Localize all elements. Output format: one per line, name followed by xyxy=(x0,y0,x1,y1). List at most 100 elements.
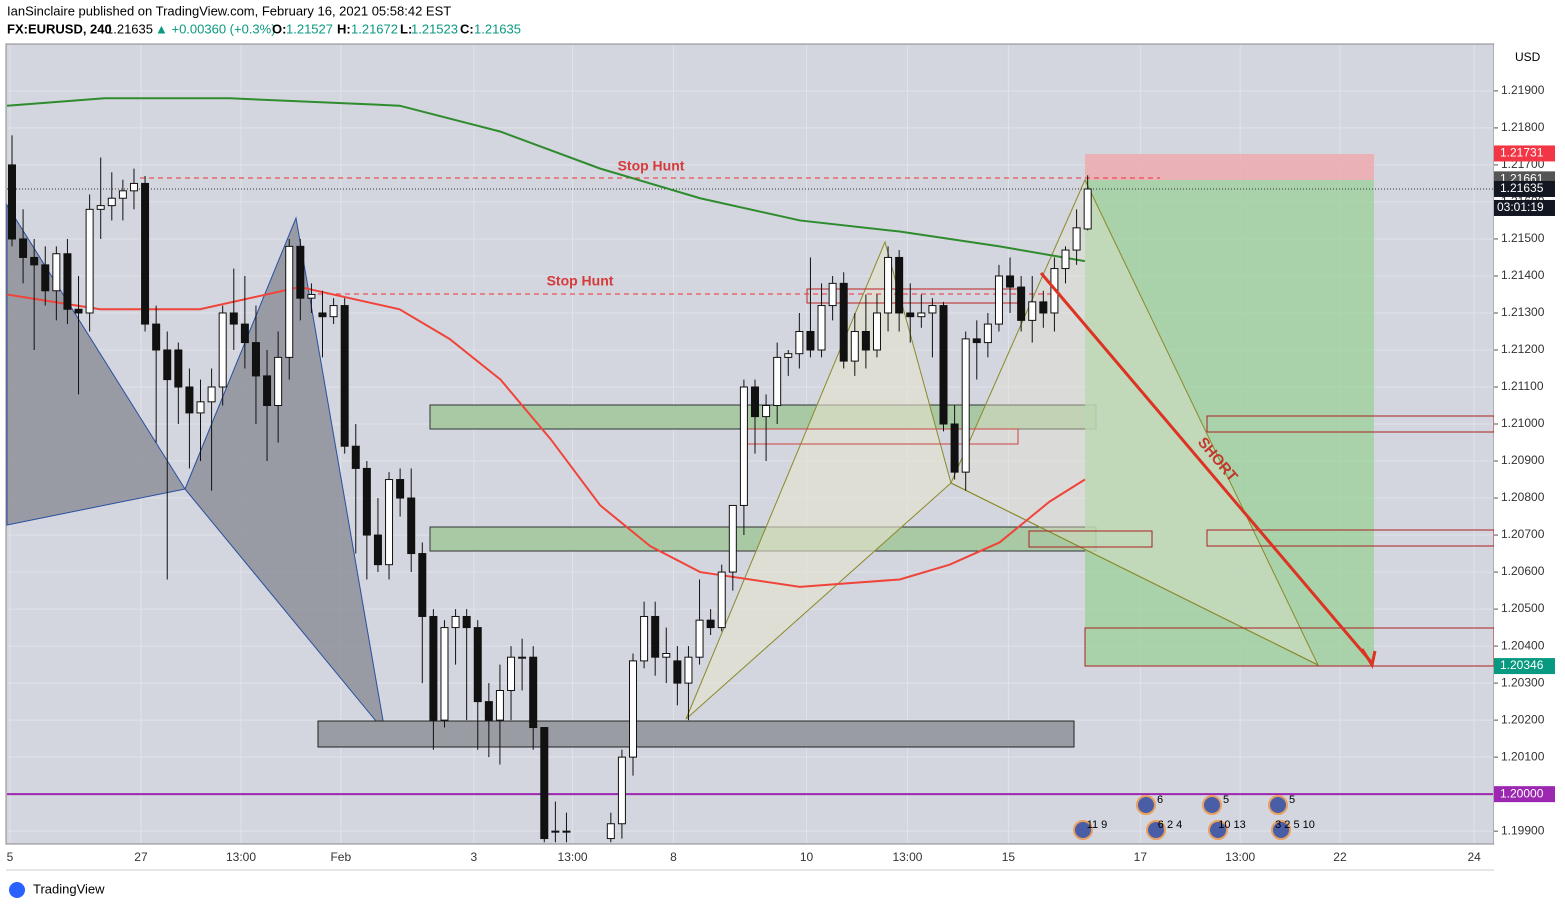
candle-body xyxy=(318,312,327,318)
pattern xyxy=(184,216,386,734)
y-tick-label: 1.20300 xyxy=(1501,675,1545,689)
candle-body xyxy=(617,756,626,825)
drawings xyxy=(6,154,1495,748)
candle-body xyxy=(518,656,527,659)
event-label: 5 xyxy=(1289,794,1295,806)
candle-body xyxy=(152,323,161,351)
candle-body xyxy=(451,615,460,629)
event-icon xyxy=(1268,795,1288,815)
y-tick-label: 1.21900 xyxy=(1501,83,1545,97)
y-tick-label: 1.20400 xyxy=(1501,638,1545,652)
currency: USD xyxy=(1515,50,1541,64)
y-tick-label: 1.19900 xyxy=(1501,823,1545,837)
candle-body xyxy=(950,423,959,473)
candle-body xyxy=(717,571,726,629)
candle-body xyxy=(983,323,992,344)
candle-body xyxy=(96,205,105,210)
candle-body xyxy=(107,197,116,207)
candle-body xyxy=(462,615,471,629)
event-icon xyxy=(1208,820,1228,840)
arrow-head xyxy=(1360,648,1377,669)
candle-body xyxy=(1083,188,1092,230)
x-tick-label: 3 xyxy=(471,850,478,864)
candle-body xyxy=(629,660,638,758)
candle-body xyxy=(728,504,737,573)
l-label: L: xyxy=(400,21,412,36)
event-icon xyxy=(1271,820,1291,840)
pattern-line xyxy=(950,482,1319,666)
candle-body xyxy=(141,182,150,325)
candle-body xyxy=(7,164,16,240)
candle-body xyxy=(52,253,61,292)
event-icon xyxy=(1073,820,1093,840)
y-tick-label: 1.20100 xyxy=(1501,749,1545,763)
candle-body xyxy=(928,305,937,314)
candle-body xyxy=(362,467,371,536)
candle-body xyxy=(129,182,138,192)
candle-body xyxy=(1072,227,1081,251)
candle-body xyxy=(750,386,759,418)
candle-body xyxy=(385,479,394,566)
candle-body xyxy=(351,445,360,469)
candle-body xyxy=(19,238,28,258)
candle-body xyxy=(174,349,183,388)
candle-body xyxy=(396,479,405,499)
candle-body xyxy=(817,305,826,351)
candle-body xyxy=(895,256,904,314)
candle-body xyxy=(274,356,283,407)
candle-body xyxy=(185,386,194,414)
moving-average xyxy=(6,97,1086,263)
candle-body xyxy=(329,305,338,318)
candle-body xyxy=(41,264,50,292)
event-icon xyxy=(1136,795,1156,815)
x-tick-label: 15 xyxy=(1002,850,1016,864)
candle-body xyxy=(961,338,970,473)
candle-body xyxy=(684,656,693,684)
stop-zone xyxy=(1085,154,1374,180)
candle-body xyxy=(662,652,671,658)
candle-body xyxy=(839,282,848,362)
h: 1.21672 xyxy=(351,21,398,36)
x-tick-label: 24 xyxy=(1467,850,1481,864)
candle-body xyxy=(562,830,571,833)
change: ▲ +0.00360 (+0.3%) xyxy=(155,21,276,36)
countdown-bg xyxy=(1494,199,1555,216)
x-tick-label: 13:00 xyxy=(558,850,588,864)
event-icon xyxy=(1202,795,1222,815)
y-tick-label: 1.21800 xyxy=(1501,120,1545,134)
candle-body xyxy=(1039,301,1048,314)
candle-body xyxy=(240,323,249,344)
candle-body xyxy=(917,312,926,318)
pattern xyxy=(685,240,952,720)
price-label-bg xyxy=(1494,145,1555,162)
x-tick-label: 13:00 xyxy=(892,850,922,864)
candle-body xyxy=(972,338,981,344)
candle-body xyxy=(30,256,39,266)
y-tick-label: 1.21300 xyxy=(1501,305,1545,319)
candle-body xyxy=(850,330,859,362)
candle-body xyxy=(440,627,449,721)
candle-body xyxy=(762,405,771,418)
y-tick-label: 1.21100 xyxy=(1501,379,1544,393)
event-label: 10 13 xyxy=(1218,819,1246,831)
last: 1.21635 xyxy=(106,21,153,36)
y-tick-label: 1.20800 xyxy=(1501,490,1545,504)
candle-body xyxy=(307,293,316,299)
price-label-bg xyxy=(1494,786,1555,803)
candle-body xyxy=(739,386,748,506)
c-label: C: xyxy=(460,21,474,36)
candle-body xyxy=(806,330,815,351)
candle-body xyxy=(651,615,660,658)
price-label: 1.21731 xyxy=(1500,146,1544,160)
candle-body xyxy=(74,308,83,314)
candle-body xyxy=(407,497,416,555)
y-tick-label: 1.21400 xyxy=(1501,268,1545,282)
candle-body xyxy=(251,342,260,377)
o-label: O: xyxy=(272,21,286,36)
candle-body xyxy=(828,282,837,307)
candle-body xyxy=(872,312,881,351)
annotation: Stop Hunt xyxy=(547,273,614,289)
x-tick-label: 22 xyxy=(1333,850,1347,864)
candle-body xyxy=(418,553,427,617)
x-tick-label: 27 xyxy=(134,850,148,864)
